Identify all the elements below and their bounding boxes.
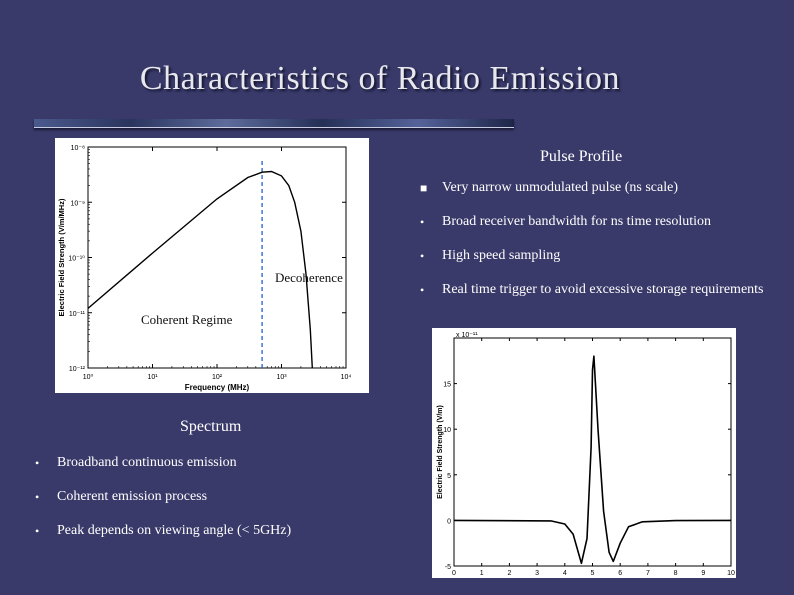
slide-title: Characteristics of Radio Emission <box>139 60 621 97</box>
y-tick-label: 10⁻⁹ <box>71 200 85 207</box>
x-tick-label: 10² <box>212 374 223 381</box>
y-axis-label: Electric Field Strength (V/m) <box>437 405 444 499</box>
y-tick-label: 10⁻¹² <box>69 366 86 373</box>
bullet-text: Peak depends on viewing angle (< 5GHz) <box>57 523 292 538</box>
dot-bullet-icon: • <box>420 283 425 297</box>
x-axis-label: Time (ns) <box>575 577 611 578</box>
bullet-text: Real time trigger to avoid excessive sto… <box>442 282 764 297</box>
pulse-bullet-list: ■ Very narrow unmodulated pulse (ns scale… <box>420 178 772 300</box>
spectrum-chart-panel: 10⁰ 10¹ 10² 10³ 10⁴ 10⁻⁸ 10⁻⁹ 10⁻¹⁰ 10⁻¹¹ 10⁻¹² Fr… <box>55 138 369 393</box>
x-tick-label: 1 <box>480 570 484 577</box>
y-multiplier-label: x 10⁻¹¹ <box>456 332 478 339</box>
spectrum-series-line <box>87 170 313 369</box>
spectrum-bullet-list: • Broadband continuous emission • Coherent… <box>35 453 397 541</box>
pulse-bullet-item: • Real time trigger to avoid excessive st… <box>420 280 772 300</box>
y-tick-label: 10⁻⁸ <box>71 145 85 152</box>
pulse-bullet-item: • High speed sampling <box>420 246 772 266</box>
x-tick-label: 4 <box>563 570 567 577</box>
title-underline-bar <box>34 119 514 128</box>
x-tick-label: 9 <box>701 570 705 577</box>
x-tick-label: 5 <box>591 570 595 577</box>
x-tick-label: 3 <box>535 570 539 577</box>
x-tick-label: 10⁰ <box>83 373 94 381</box>
spectrum-bullet-item: • Coherent emission process <box>35 487 397 507</box>
dot-bullet-icon: • <box>35 490 40 504</box>
bullet-text: Coherent emission process <box>57 489 208 504</box>
x-tick-label: 0 <box>452 570 456 577</box>
y-tick-label: 10⁻¹⁰ <box>68 255 85 263</box>
y-axis-label: Electric Field Strength (V/m/MHz) <box>57 198 66 316</box>
plot-frame <box>87 146 347 369</box>
y-tick-label: 5 <box>447 473 451 480</box>
square-bullet-icon: ■ <box>420 181 428 195</box>
x-tick-label: 10⁴ <box>341 374 352 381</box>
dot-bullet-icon: • <box>35 524 40 538</box>
y-tick-label: -5 <box>445 564 451 571</box>
x-tick-label: 2 <box>507 570 511 577</box>
dot-bullet-icon: • <box>35 456 40 470</box>
spectrum-bullet-item: • Peak depends on viewing angle (< 5GHz) <box>35 521 397 541</box>
x-tick-label: 6 <box>618 570 622 577</box>
x-tick-label: 8 <box>674 570 678 577</box>
y-tick-label: 10 <box>443 427 451 434</box>
spectrum-chart: 10⁰ 10¹ 10² 10³ 10⁴ 10⁻⁸ 10⁻⁹ 10⁻¹⁰ 10⁻¹¹ 10⁻¹² Fr… <box>57 145 352 392</box>
y-tick-label: 10⁻¹¹ <box>69 311 86 318</box>
x-tick-label: 10³ <box>276 374 287 381</box>
pulse-bullet-item: • Broad receiver bandwidth for ns time re… <box>420 212 772 232</box>
bullet-text: Very narrow unmodulated pulse (ns scale) <box>442 180 678 195</box>
x-tick-label: 7 <box>646 570 650 577</box>
bullet-text: High speed sampling <box>442 248 561 263</box>
y-tick-label: 0 <box>447 518 451 525</box>
dot-bullet-icon: • <box>420 249 425 263</box>
bullet-text: Broad receiver bandwidth for ns time res… <box>442 214 712 229</box>
pulse-profile-heading: Pulse Profile <box>540 148 623 165</box>
decoherence-annotation: Decoherence <box>275 270 343 285</box>
x-tick-label: 10¹ <box>147 374 158 381</box>
bullet-text: Broadband continuous emission <box>57 455 237 470</box>
x-axis-label: Frequency (MHz) <box>185 383 250 392</box>
coherent-regime-annotation: Coherent Regime <box>141 312 233 327</box>
spectrum-heading: Spectrum <box>180 418 242 435</box>
dot-bullet-icon: • <box>420 215 425 229</box>
pulse-bullet-item: ■ Very narrow unmodulated pulse (ns scale… <box>420 178 772 198</box>
pulse-series-line <box>453 355 732 565</box>
x-tick-label: 10 <box>727 570 735 577</box>
y-tick-label: 15 <box>443 382 451 389</box>
spectrum-bullet-item: • Broadband continuous emission <box>35 453 397 473</box>
